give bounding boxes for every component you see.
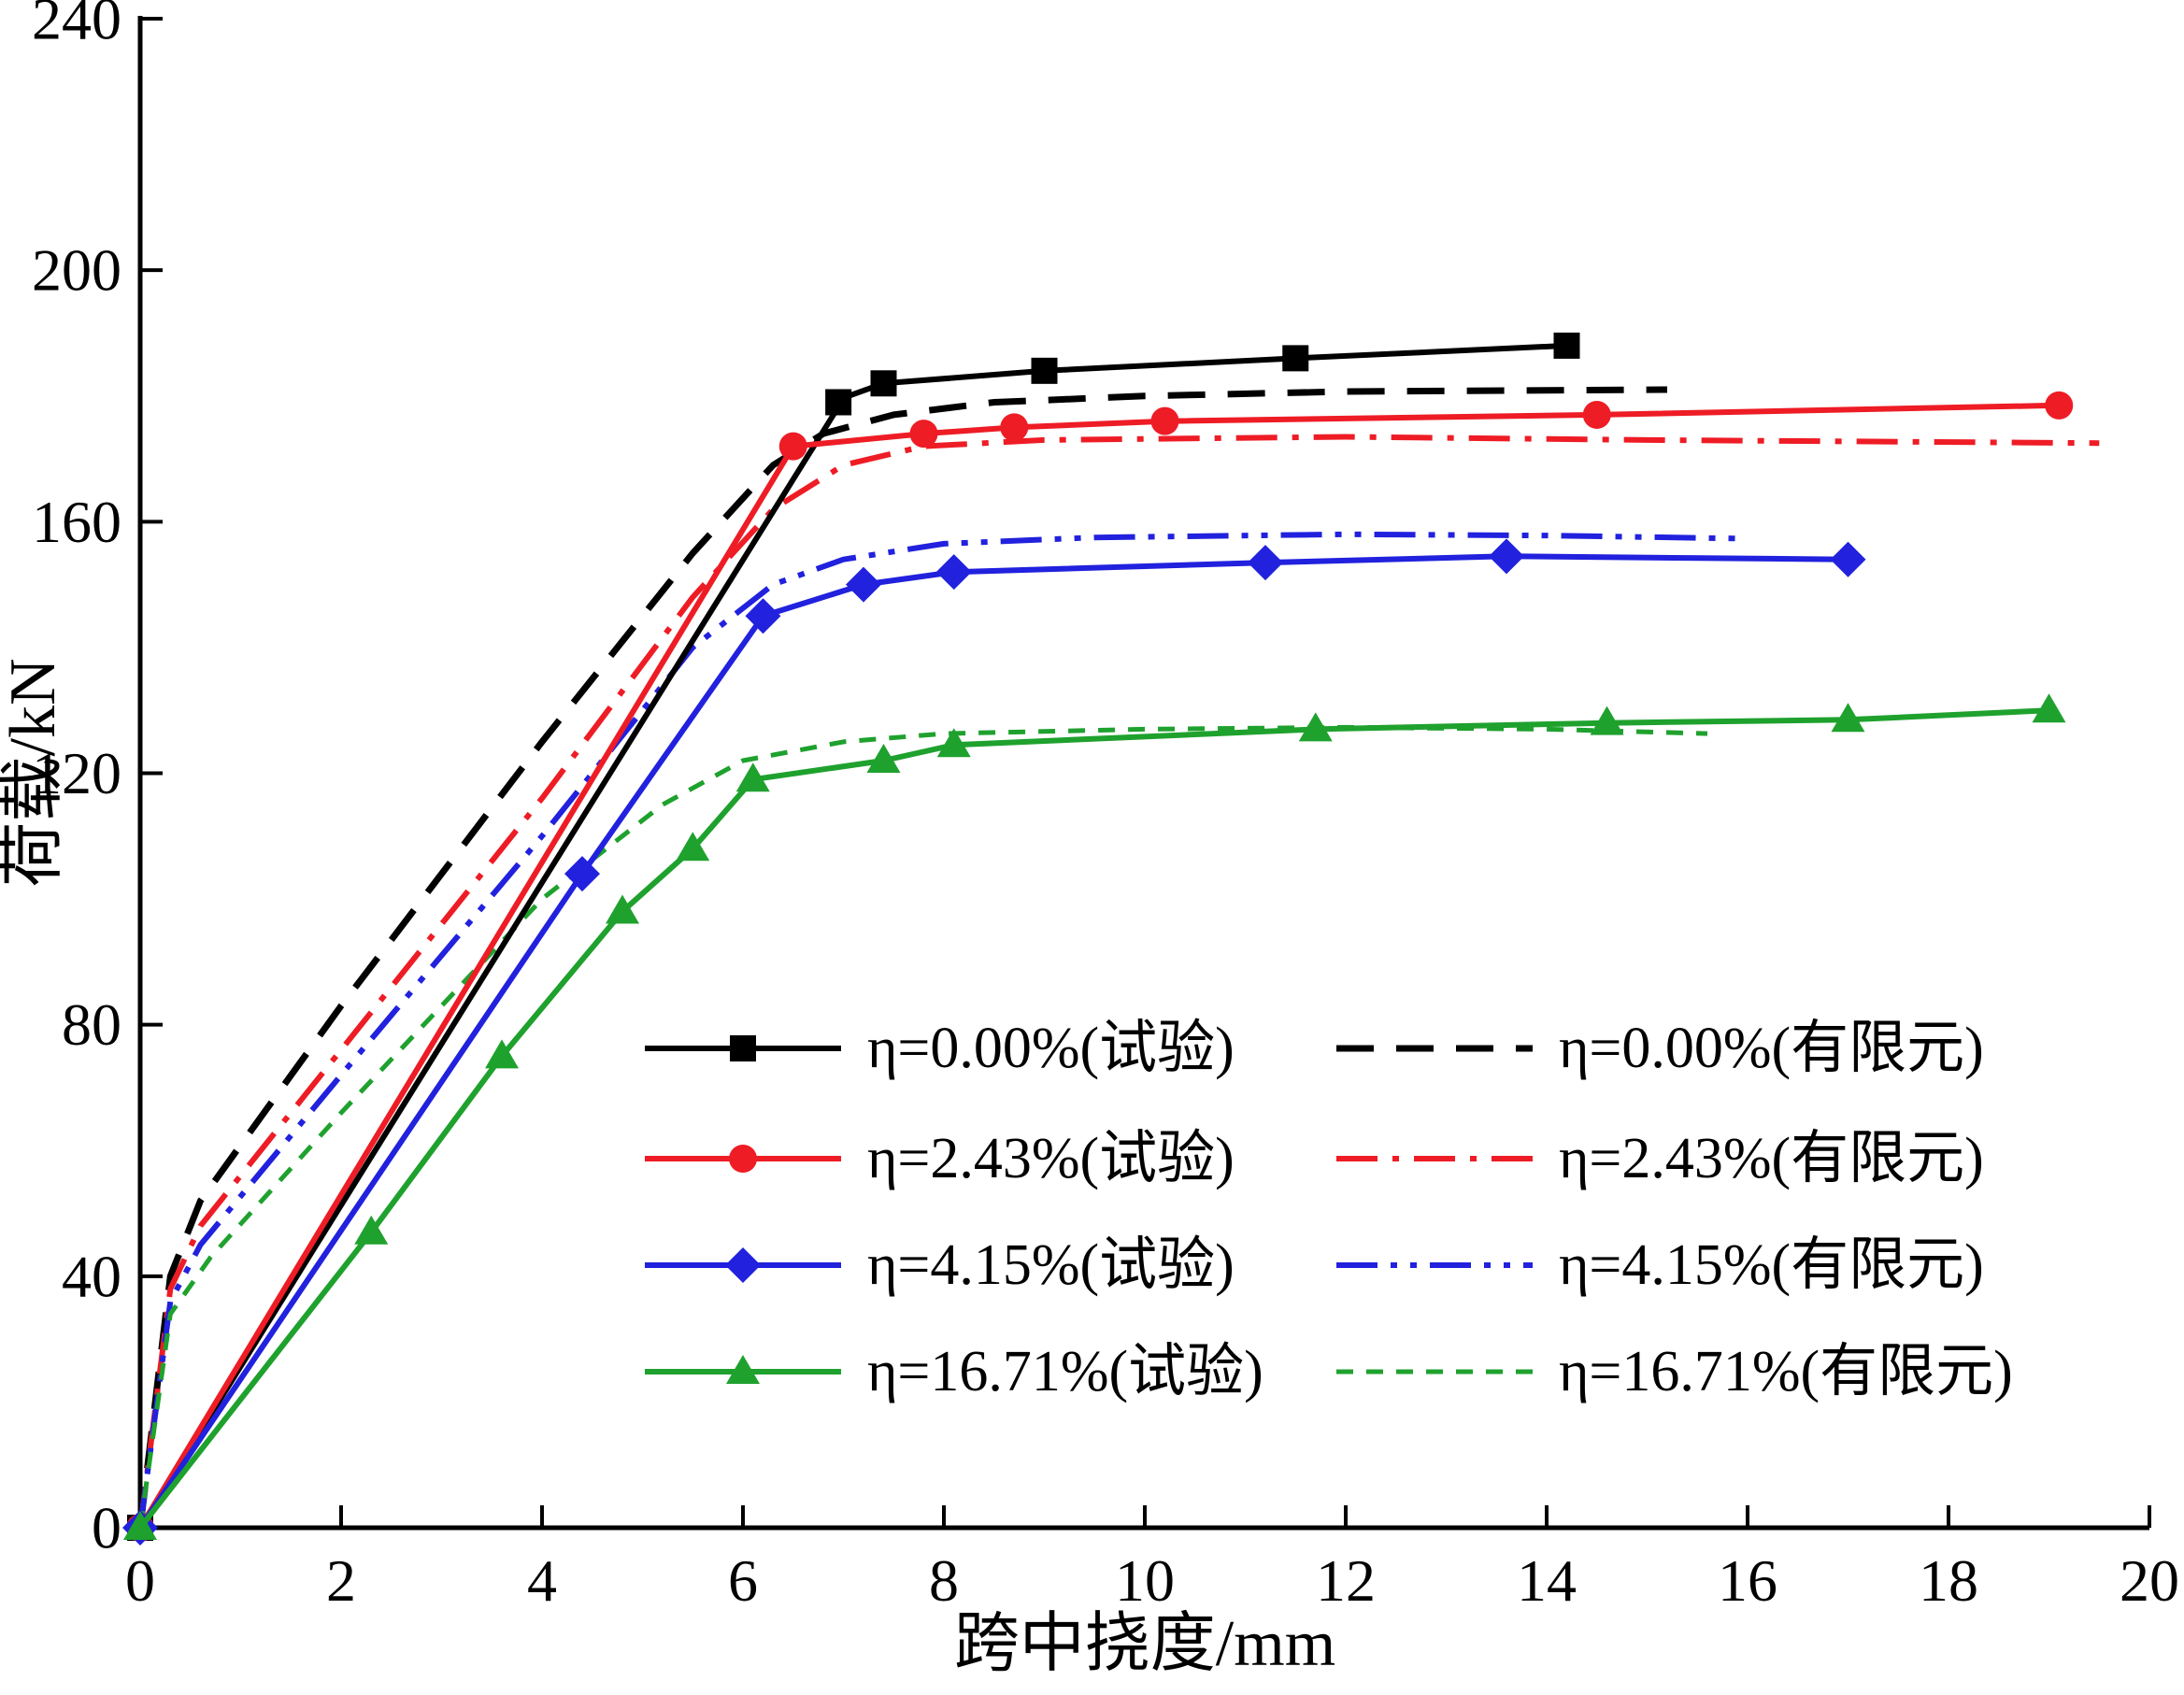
series-layer xyxy=(122,332,2100,1545)
legend-entry-fe-2-43: η=2.43%(有限元) xyxy=(1336,1127,1984,1190)
square-marker xyxy=(730,1035,756,1061)
x-tick-label: 6 xyxy=(728,1547,758,1614)
y-tick-label: 160 xyxy=(32,489,121,555)
x-tick-label: 20 xyxy=(2120,1547,2179,1614)
y-tick-label: 0 xyxy=(92,1495,121,1561)
triangle-marker xyxy=(354,1215,389,1245)
circle-marker xyxy=(909,420,938,449)
diamond-marker xyxy=(745,598,781,634)
x-tick-label: 12 xyxy=(1316,1547,1376,1614)
triangle-marker xyxy=(735,762,770,792)
triangle-marker xyxy=(726,1355,760,1384)
y-tick-label: 200 xyxy=(32,237,121,304)
series-test-0-00 xyxy=(127,332,1580,1541)
y-tick-label: 80 xyxy=(62,991,121,1058)
legend-layer: η=0.00%(试验) η=2.43%(试验) η=4.15%(试验) η=16.71… xyxy=(645,1017,2013,1403)
triangle-marker xyxy=(606,894,639,924)
triangle-marker xyxy=(485,1039,519,1069)
legend-entry-test-2-43: η=2.43%(试验) xyxy=(645,1127,1235,1190)
series-line-fe-0-00 xyxy=(136,386,1668,1529)
x-tick-label: 2 xyxy=(326,1547,356,1614)
x-tick-label: 8 xyxy=(929,1547,959,1614)
y-axis-title: 荷载/kN xyxy=(0,659,69,888)
series-test-16-71 xyxy=(123,693,2066,1540)
series-fe-2-43 xyxy=(137,434,2100,1529)
legend-label: η=4.15%(试验) xyxy=(867,1233,1235,1297)
triangle-marker xyxy=(1590,705,1624,735)
y-tick-label: 40 xyxy=(62,1243,121,1309)
series-fe-4-15 xyxy=(137,531,1749,1529)
triangle-marker xyxy=(1831,703,1865,733)
x-tick-label: 0 xyxy=(125,1547,155,1614)
circle-marker xyxy=(2045,391,2074,420)
legend-entry-fe-16-71: η=16.71%(有限元) xyxy=(1336,1340,2013,1403)
series-fe-0-00 xyxy=(136,386,1668,1529)
legend-label: η=2.43%(有限元) xyxy=(1559,1127,1984,1190)
square-marker xyxy=(1553,332,1580,359)
legend-entry-test-0-00: η=0.00%(试验) xyxy=(645,1017,1235,1080)
legend-label: η=2.43%(试验) xyxy=(867,1127,1235,1190)
legend-entry-test-4-15: η=4.15%(试验) xyxy=(645,1233,1235,1297)
legend-label: η=0.00%(试验) xyxy=(867,1017,1235,1080)
legend-label: η=0.00%(有限元) xyxy=(1559,1017,1984,1080)
legend-label: η=16.71%(试验) xyxy=(867,1340,1263,1403)
legend-entry-fe-4-15: η=4.15%(有限元) xyxy=(1336,1233,1984,1297)
diamond-marker xyxy=(1248,545,1283,581)
y-tick-label: 240 xyxy=(32,0,121,52)
x-tick-label: 14 xyxy=(1517,1547,1577,1614)
series-line-fe-2-43 xyxy=(137,434,2100,1529)
x-tick-label: 16 xyxy=(1718,1547,1777,1614)
x-tick-label: 4 xyxy=(527,1547,557,1614)
triangle-marker xyxy=(936,728,971,758)
x-tick-label: 18 xyxy=(1919,1547,1978,1614)
diamond-marker xyxy=(564,856,600,892)
circle-marker xyxy=(778,432,807,461)
square-marker xyxy=(1031,357,1058,384)
legend-label: η=16.71%(有限元) xyxy=(1559,1340,2013,1403)
diamond-marker xyxy=(935,554,972,591)
x-axis-title: 跨中挠度/mm xyxy=(954,1608,1335,1680)
legend-label: η=4.15%(有限元) xyxy=(1559,1233,1984,1297)
circle-marker xyxy=(1582,400,1611,429)
diamond-marker xyxy=(725,1247,761,1283)
square-marker xyxy=(870,370,897,397)
x-tick-label: 10 xyxy=(1115,1547,1175,1614)
series-line-test-4-15 xyxy=(137,553,1849,1530)
triangle-marker xyxy=(676,832,710,862)
diamond-marker xyxy=(1830,541,1866,577)
series-line-test-0-00 xyxy=(137,342,1567,1530)
series-line-fe-4-15 xyxy=(137,531,1749,1529)
y-tick-label: 120 xyxy=(32,740,121,806)
triangle-marker xyxy=(123,1511,157,1540)
diamond-marker xyxy=(846,566,881,603)
circle-marker xyxy=(1000,413,1029,442)
triangle-marker xyxy=(866,744,901,774)
legend-entry-fe-0-00: η=0.00%(有限元) xyxy=(1336,1017,1984,1080)
legend-entry-test-16-71: η=16.71%(试验) xyxy=(645,1340,1263,1403)
triangle-marker xyxy=(1298,712,1333,742)
circle-marker xyxy=(729,1145,757,1173)
square-marker xyxy=(1282,345,1309,372)
circle-marker xyxy=(1150,406,1179,435)
series-line-test-16-71 xyxy=(137,707,2049,1530)
diamond-marker xyxy=(1489,538,1524,575)
square-marker xyxy=(825,389,852,416)
triangle-marker xyxy=(2032,693,2066,723)
